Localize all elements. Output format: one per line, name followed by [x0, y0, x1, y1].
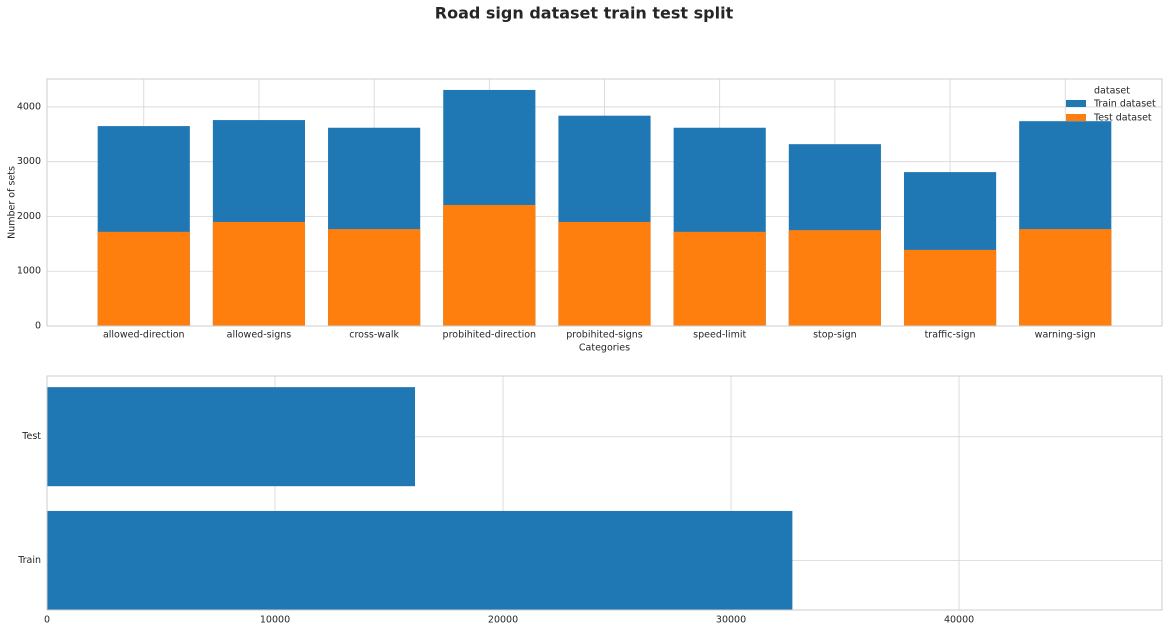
bar [47, 387, 416, 487]
x-tick-label: stop-sign [813, 330, 857, 341]
bar [328, 229, 421, 326]
x-tick-label: 30000 [716, 615, 746, 626]
legend-label: Train dataset [1093, 99, 1156, 110]
bar [97, 231, 190, 326]
x-tick-label: 20000 [488, 615, 518, 626]
x-tick-label: speed-limit [693, 330, 746, 341]
legend-swatch [1066, 100, 1086, 107]
bar [673, 231, 766, 326]
y-tick-label: 3000 [17, 156, 41, 167]
x-tick-label: 40000 [944, 615, 974, 626]
bar [443, 204, 536, 326]
y-axis-label: Number of sets [7, 166, 18, 239]
bar [558, 221, 651, 326]
x-tick-label: probihited-direction [443, 330, 537, 341]
bar [903, 249, 997, 326]
x-axis-label: Categories [579, 343, 630, 354]
bar [788, 230, 881, 326]
y-tick-label: 0 [35, 321, 41, 332]
x-tick-label: warning-sign [1035, 330, 1096, 341]
bar [47, 510, 793, 610]
bar [1019, 229, 1112, 326]
axes-frame [46, 375, 1163, 611]
y-tick-label: Train [17, 555, 41, 566]
x-tick-label: cross-walk [349, 330, 399, 341]
bar [212, 221, 306, 326]
y-tick-label: 1000 [17, 266, 41, 277]
figure-title: Road sign dataset train test split [435, 4, 734, 23]
axes-frame [46, 78, 1163, 327]
legend-title: dataset [1094, 86, 1130, 97]
x-tick-label: traffic-sign [925, 330, 976, 341]
y-tick-label: 2000 [17, 211, 41, 222]
x-tick-label: allowed-signs [227, 330, 292, 341]
y-tick-label: Test [21, 431, 41, 442]
legend-swatch [1066, 114, 1086, 121]
legend-label: Test dataset [1093, 113, 1152, 124]
x-tick-label: probihited-signs [566, 330, 643, 341]
y-tick-label: 4000 [17, 101, 41, 112]
x-tick-label: 0 [44, 615, 50, 626]
x-tick-label: 10000 [260, 615, 290, 626]
x-tick-label: allowed-direction [103, 330, 185, 341]
